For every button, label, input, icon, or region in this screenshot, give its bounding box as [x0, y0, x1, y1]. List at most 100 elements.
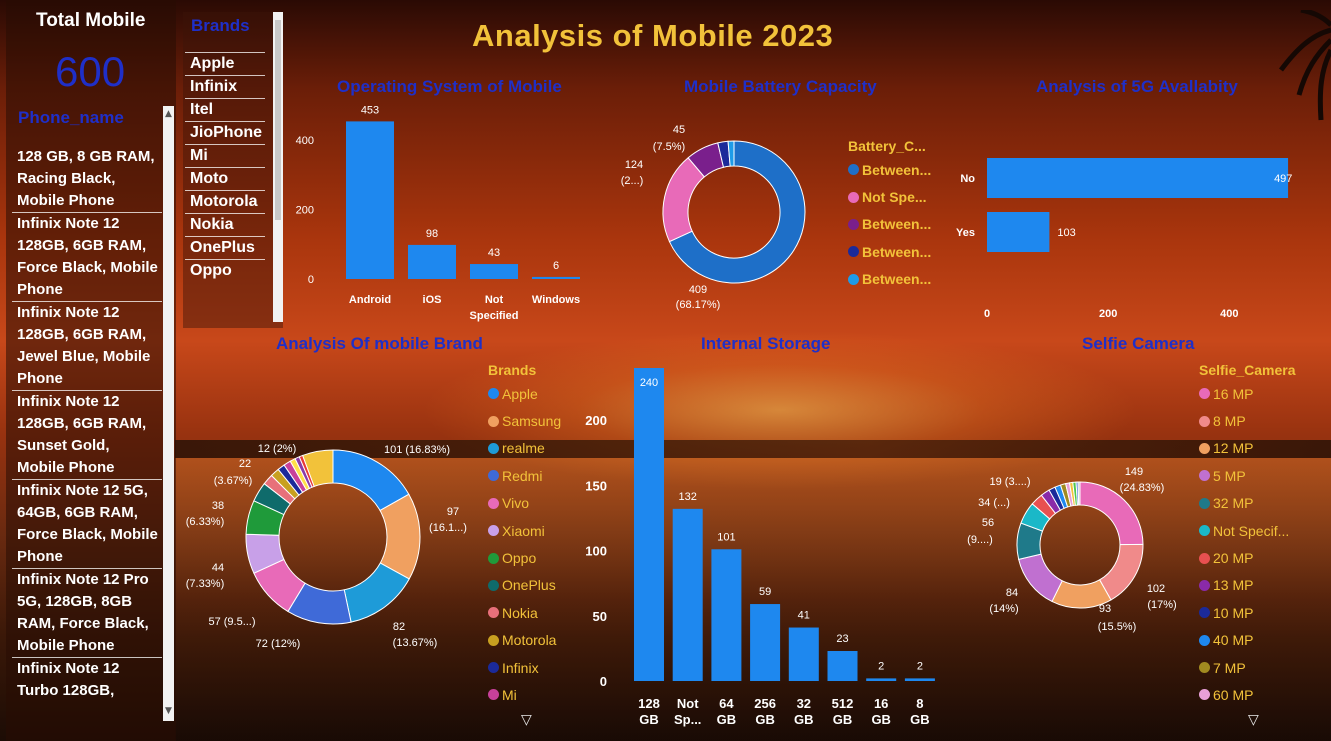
legend-item[interactable]: Between...: [848, 238, 931, 265]
phone-name-item[interactable]: Infinix Note 12 128GB, 6GB RAM, Sunset G…: [12, 390, 162, 479]
storage-x-tick: GB: [871, 712, 891, 727]
brand-slicer-item[interactable]: OnePlus: [185, 236, 265, 259]
legend-swatch: [1199, 689, 1210, 701]
legend-item[interactable]: Between...: [848, 266, 931, 293]
phone-name-item[interactable]: Infinix Note 12 5G, 64GB, 6GB RAM, Force…: [12, 479, 162, 568]
legend-item[interactable]: Infinix: [488, 654, 561, 681]
legend-item[interactable]: 40 MP: [1199, 627, 1289, 654]
legend-item[interactable]: 5 MP: [1199, 462, 1289, 489]
legend-item[interactable]: Between...: [848, 211, 931, 238]
legend-item[interactable]: OnePlus: [488, 572, 561, 599]
selfie-data-label: (15.5%): [1098, 621, 1137, 633]
phone-name-item[interactable]: Infinix Note 12 Pro 5G, 128GB, 8GB RAM, …: [12, 568, 162, 657]
legend-item[interactable]: Between...: [848, 156, 931, 183]
storage-x-tick: GB: [717, 712, 737, 727]
selfie-data-label: 19 (3....): [990, 476, 1031, 488]
brand-data-label: 12 (2%): [258, 443, 297, 455]
brand-slicer-item[interactable]: Oppo: [185, 259, 265, 282]
legend-item[interactable]: Vivo: [488, 490, 561, 517]
brand-slicer-item[interactable]: Apple: [185, 52, 265, 75]
legend-item[interactable]: 7 MP: [1199, 654, 1289, 681]
legend-item[interactable]: Not Spe...: [848, 183, 931, 210]
brand-legend-more-icon[interactable]: ▽: [521, 712, 532, 728]
phone-name-item[interactable]: Infinix Note 12 128GB, 6GB RAM, Force Bl…: [12, 212, 162, 301]
brand-slicer-list[interactable]: Apple Infinix Itel JioPhone Mi Moto Motorola No…: [185, 52, 265, 282]
brand-slice: [302, 449, 334, 488]
brand-data-label: 44: [212, 562, 224, 574]
brand-slicer-item[interactable]: Itel: [185, 98, 265, 121]
brand-data-label: 82: [393, 621, 405, 633]
brand-slicer-item[interactable]: Nokia: [185, 213, 265, 236]
legend-swatch: [488, 662, 499, 674]
brand-slicer: Brands Apple Infinix Itel JioPhone Mi Moto Mot…: [183, 12, 283, 328]
legend-item[interactable]: 13 MP: [1199, 572, 1289, 599]
phone-name-item[interactable]: 128 GB, 8 GB RAM, Racing Black, Mobile P…: [17, 148, 155, 209]
brand-slicer-item[interactable]: JioPhone: [185, 121, 265, 144]
legend-swatch: [1199, 662, 1210, 674]
legend-label: Vivo: [502, 495, 529, 512]
legend-item[interactable]: realme: [488, 435, 561, 462]
legend-item[interactable]: Mi: [488, 681, 561, 708]
battery-legend[interactable]: Between... Not Spe... Between... Between...…: [848, 156, 931, 293]
phone-name-list[interactable]: 128 GB, 8 GB RAM, Racing Black, Mobile P…: [12, 146, 162, 736]
selfie-legend[interactable]: 16 MP 8 MP 12 MP 5 MP 32 MP Not Specif... 20 M…: [1199, 380, 1289, 709]
legend-swatch: [1199, 415, 1210, 427]
legend-item[interactable]: 12 MP: [1199, 435, 1289, 462]
legend-item[interactable]: Nokia: [488, 599, 561, 626]
legend-item[interactable]: 60 MP: [1199, 681, 1289, 708]
battery-data-label: (68.17%): [676, 299, 721, 311]
scroll-up-icon[interactable]: ▲: [165, 109, 172, 119]
legend-swatch: [848, 246, 859, 258]
legend-swatch: [1199, 497, 1210, 509]
phone-name-item[interactable]: Infinix Note 12 Turbo 128GB,: [12, 657, 162, 702]
legend-item[interactable]: 32 MP: [1199, 490, 1289, 517]
total-mobile-value: 600: [55, 48, 126, 95]
legend-label: Between...: [862, 243, 932, 260]
legend-item[interactable]: Redmi: [488, 462, 561, 489]
battery-data-label: 124: [625, 159, 643, 171]
brand-legend[interactable]: Apple Samsung realme Redmi Vivo Xiaomi Oppo One…: [488, 380, 561, 709]
legend-item[interactable]: 8 MP: [1199, 407, 1289, 434]
legend-label: Between...: [862, 161, 932, 178]
legend-item[interactable]: 10 MP: [1199, 599, 1289, 626]
legend-item[interactable]: 16 MP: [1199, 380, 1289, 407]
selfie-data-label: (17%): [1147, 599, 1176, 611]
legend-item[interactable]: Samsung: [488, 407, 561, 434]
legend-item[interactable]: Motorola: [488, 627, 561, 654]
legend-swatch: [488, 497, 499, 509]
storage-bar: [750, 604, 781, 681]
brand-slicer-item[interactable]: Mi: [185, 144, 265, 167]
legend-swatch: [848, 164, 859, 176]
brand-data-label: (3.67%): [214, 475, 253, 487]
brand-slicer-scroll-thumb[interactable]: [275, 20, 281, 220]
legend-item[interactable]: Oppo: [488, 544, 561, 571]
selfie-legend-more-icon[interactable]: ▽: [1248, 712, 1259, 728]
brand-slicer-item[interactable]: Moto: [185, 167, 265, 190]
storage-x-tick: GB: [639, 712, 659, 727]
legend-label: Not Spe...: [862, 189, 927, 206]
legend-item[interactable]: Not Specif...: [1199, 517, 1289, 544]
page-title: Analysis of Mobile 2023: [472, 18, 834, 53]
brand-data-label: 22: [239, 458, 251, 470]
legend-item[interactable]: Xiaomi: [488, 517, 561, 544]
legend-item[interactable]: 20 MP: [1199, 544, 1289, 571]
battery-legend-title: Battery_C...: [848, 138, 926, 154]
legend-label: Samsung: [502, 413, 562, 430]
scroll-down-icon[interactable]: ▼: [165, 706, 172, 716]
brand-data-label: 101 (16.83%): [384, 444, 450, 456]
legend-label: 10 MP: [1213, 604, 1254, 621]
fiveg-data-label: 497: [1274, 173, 1292, 185]
legend-swatch: [1199, 388, 1210, 400]
storage-x-tick: 8: [916, 696, 923, 711]
phone-list-scrollbar[interactable]: [163, 106, 174, 721]
storage-data-label: 240: [640, 377, 658, 389]
legend-item[interactable]: Apple: [488, 380, 561, 407]
selfie-chart-title: Selfie Camera: [1082, 334, 1195, 353]
brand-slicer-item[interactable]: Motorola: [185, 190, 265, 213]
legend-label: Between...: [862, 271, 932, 288]
brand-data-label: 72 (12%): [256, 638, 301, 650]
brand-slicer-item[interactable]: Infinix: [185, 75, 265, 98]
os-y-tick: 400: [296, 135, 314, 147]
phone-name-item[interactable]: Infinix Note 12 128GB, 6GB RAM, Jewel Bl…: [12, 301, 162, 390]
